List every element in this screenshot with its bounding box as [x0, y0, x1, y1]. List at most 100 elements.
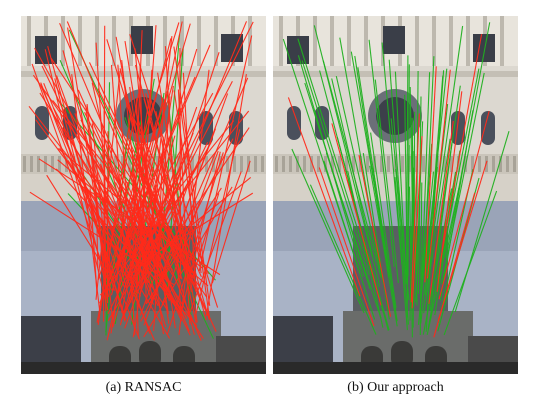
baluster: [247, 156, 250, 172]
outlier-match-line: [95, 42, 112, 280]
baluster: [233, 156, 236, 172]
baluster: [114, 156, 117, 172]
baluster: [37, 156, 40, 172]
outlier-match-line: [139, 173, 193, 316]
inlier-match-line: [350, 51, 391, 277]
gallery-column: [279, 16, 283, 66]
baluster: [58, 156, 61, 172]
outlier-match-line: [106, 88, 170, 277]
outlier-match-line: [44, 49, 109, 311]
outlier-match-line: [46, 174, 107, 272]
gallery-column: [432, 16, 436, 66]
caption-ransac: (a) RANSAC: [105, 380, 182, 395]
arched-window: [287, 106, 301, 140]
outlier-match-line: [98, 179, 172, 296]
outlier-match-line: [436, 91, 463, 292]
inlier-match-line: [291, 148, 365, 314]
outlier-match-line: [198, 35, 253, 272]
outlier-match-line: [358, 154, 392, 317]
baluster: [198, 156, 201, 172]
outlier-match-line: [106, 120, 235, 279]
baluster: [177, 156, 180, 172]
outlier-match-line: [136, 114, 182, 274]
baluster: [226, 156, 229, 172]
outlier-match-line: [85, 105, 105, 276]
inlier-match-line: [454, 131, 510, 313]
upper-window: [383, 26, 405, 54]
outlier-match-line: [124, 41, 169, 315]
baluster: [373, 156, 376, 172]
crowd: [273, 362, 518, 374]
baluster: [513, 156, 516, 172]
outlier-match-line: [47, 46, 115, 291]
outlier-match-line: [424, 66, 437, 283]
outlier-match-line: [116, 182, 128, 281]
outlier-match-line: [318, 167, 375, 327]
caption-our-approach: (b) Our approach: [347, 380, 444, 395]
match-lines: [282, 22, 510, 338]
outlier-match-line: [178, 69, 210, 335]
inlier-match-line: [374, 79, 399, 284]
inlier-match-line: [325, 152, 382, 319]
baluster: [352, 156, 355, 172]
baluster: [401, 156, 404, 172]
bottom-photo: [273, 201, 518, 374]
outlier-match-line: [120, 21, 183, 313]
inlier-match-line: [395, 168, 409, 325]
outlier-match-line: [155, 111, 192, 293]
baluster: [44, 156, 47, 172]
outlier-match-line: [107, 141, 212, 322]
baluster: [296, 156, 299, 172]
baluster: [331, 156, 334, 172]
inlier-match-line: [404, 94, 409, 294]
inlier-match-line: [368, 39, 395, 267]
outlier-match-line: [438, 110, 490, 300]
inlier-match-line: [394, 71, 407, 285]
inlier-match-line: [409, 151, 414, 321]
outlier-match-line: [161, 150, 219, 306]
inlier-match-line: [297, 38, 371, 270]
outlier-match-line: [205, 74, 247, 316]
inlier-match-line: [417, 171, 435, 325]
baluster: [471, 156, 474, 172]
inlier-match-line: [370, 132, 397, 309]
baluster: [128, 156, 131, 172]
outlier-match-line: [80, 186, 142, 297]
baluster: [303, 156, 306, 172]
inlier-match-line: [426, 75, 444, 283]
baluster: [387, 156, 390, 172]
outlier-match-line: [411, 136, 423, 309]
gallery-column: [78, 16, 82, 66]
outlier-match-line: [28, 105, 154, 267]
inlier-match-line: [408, 186, 413, 338]
outlier-match-line: [119, 173, 188, 320]
outlier-match-line: [99, 163, 155, 305]
outlier-match-line: [180, 108, 210, 317]
inlier-match-line: [439, 110, 474, 301]
baluster: [121, 156, 124, 172]
baluster: [100, 156, 103, 172]
baluster: [422, 156, 425, 172]
outlier-match-line: [437, 160, 488, 321]
outlier-match-line: [173, 90, 202, 274]
baluster: [254, 156, 257, 172]
inlier-match-line: [335, 75, 385, 285]
baluster: [499, 156, 502, 172]
outlier-match-line: [117, 64, 136, 336]
gallery-column: [197, 16, 201, 66]
inlier-match-line: [301, 60, 370, 276]
inlier-match-line: [394, 177, 408, 331]
inlier-match-line: [425, 177, 437, 332]
upper-window: [221, 34, 243, 62]
baluster: [30, 156, 33, 172]
outlier-match-line: [179, 47, 182, 279]
gallery-column: [449, 16, 453, 66]
arched-window: [199, 111, 213, 145]
baluster: [282, 156, 285, 172]
outlier-match-line: [120, 142, 209, 321]
baluster: [275, 156, 278, 172]
outlier-match-line: [55, 168, 198, 327]
top-photo: [273, 16, 518, 201]
baluster: [380, 156, 383, 172]
inlier-match-line: [388, 59, 407, 275]
